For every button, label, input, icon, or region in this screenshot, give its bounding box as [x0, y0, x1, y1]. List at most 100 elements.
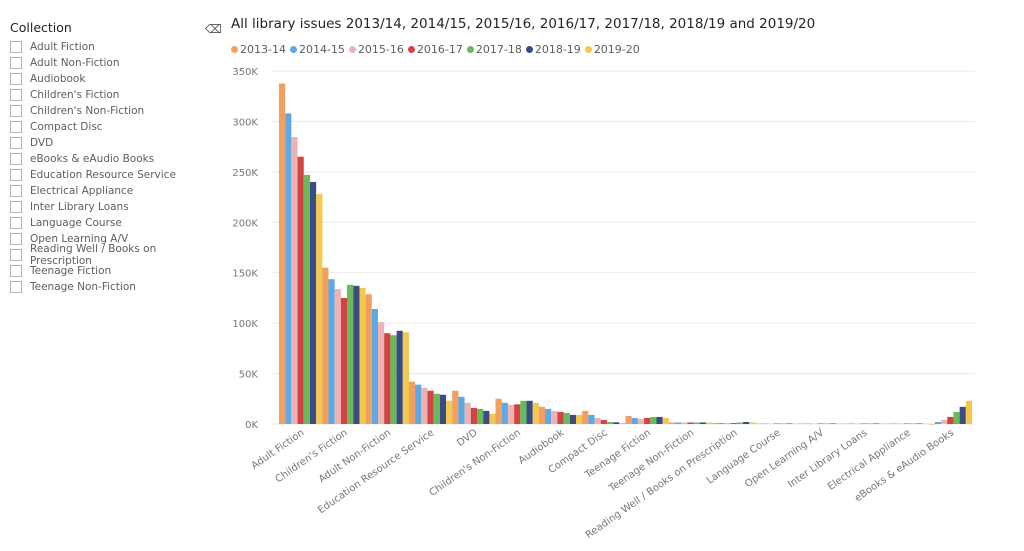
- legend-item[interactable]: 2019-20: [584, 43, 640, 56]
- slicer-item-label: Compact Disc: [30, 121, 103, 133]
- bar: [885, 423, 892, 424]
- slicer-item-label: Audiobook: [30, 73, 86, 85]
- x-tick-label: Open Learning A/V: [743, 427, 826, 490]
- bar: [483, 410, 490, 424]
- legend-item[interactable]: 2014-15: [289, 43, 345, 56]
- checkbox[interactable]: [10, 265, 22, 277]
- bar: [910, 423, 917, 424]
- bar: [947, 416, 954, 424]
- bar: [644, 417, 651, 424]
- y-tick-label: 350K: [232, 67, 258, 78]
- slicer-item[interactable]: Adult Fiction: [10, 39, 220, 55]
- legend-item[interactable]: 2018-19: [525, 43, 581, 56]
- checkbox[interactable]: [10, 105, 22, 117]
- bar: [965, 400, 973, 424]
- bar: [817, 423, 824, 424]
- checkbox[interactable]: [10, 185, 22, 197]
- bar: [848, 423, 855, 424]
- bar: [439, 394, 447, 424]
- legend-item[interactable]: 2016-17: [407, 43, 463, 56]
- slicer-item[interactable]: eBooks & eAudio Books: [10, 151, 220, 167]
- bar: [563, 412, 570, 424]
- checkbox[interactable]: [10, 89, 22, 101]
- y-tick-label: 0K: [245, 420, 258, 431]
- legend-dot-icon: [289, 46, 297, 53]
- bar: [576, 414, 583, 424]
- slicer-item-label: Teenage Fiction: [30, 265, 112, 277]
- bar: [297, 156, 304, 424]
- bar: [897, 423, 904, 424]
- slicer-item[interactable]: Audiobook: [10, 71, 220, 87]
- bar: [798, 423, 805, 424]
- legend-label: 2017-18: [475, 43, 522, 56]
- bar: [829, 423, 836, 424]
- slicer-item[interactable]: Adult Non-Fiction: [10, 55, 220, 71]
- checkbox[interactable]: [10, 121, 22, 133]
- slicer-item[interactable]: DVD: [10, 135, 220, 151]
- bar: [842, 423, 849, 424]
- bar: [340, 297, 348, 424]
- bar: [514, 404, 521, 424]
- bar: [495, 398, 502, 424]
- checkbox[interactable]: [10, 249, 22, 261]
- bar: [532, 402, 539, 424]
- slicer-item[interactable]: Open Learning A/V: [10, 231, 220, 247]
- bar: [322, 267, 329, 424]
- collection-slicer: Collection ⌫ Adult Fiction Adult Non-Fict…: [10, 20, 222, 295]
- checkbox[interactable]: [10, 201, 22, 213]
- legend-item[interactable]: 2015-16: [348, 43, 404, 56]
- bar: [934, 421, 942, 424]
- x-tick-label: Inter Library Loans: [786, 427, 869, 490]
- bar: [569, 414, 577, 424]
- bar: [427, 390, 434, 424]
- checkbox[interactable]: [10, 233, 22, 245]
- slicer-item-label: Adult Non-Fiction: [30, 57, 120, 69]
- bar: [674, 422, 682, 424]
- slicer-item[interactable]: Electrical Appliance: [10, 183, 220, 199]
- bar: [823, 423, 830, 424]
- bar: [545, 408, 552, 424]
- checkbox[interactable]: [10, 137, 22, 149]
- legend-item[interactable]: 2013-14: [231, 43, 286, 56]
- bar: [501, 402, 508, 424]
- checkbox[interactable]: [10, 217, 22, 229]
- slicer-item[interactable]: Teenage Non-Fiction: [10, 279, 220, 295]
- checkbox[interactable]: [10, 57, 22, 69]
- slicer-item[interactable]: Children's Fiction: [10, 87, 220, 103]
- bar: [786, 423, 793, 424]
- legend-dot-icon: [584, 46, 592, 53]
- bar: [724, 422, 731, 424]
- slicer-item[interactable]: Language Course: [10, 215, 220, 231]
- bar: [903, 423, 911, 424]
- slicer-item[interactable]: Inter Library Loans: [10, 199, 220, 215]
- bar: [718, 422, 725, 424]
- slicer-item[interactable]: Children's Non-Fiction: [10, 103, 220, 119]
- slicer-item[interactable]: Education Resource Service: [10, 167, 220, 183]
- slicer-item[interactable]: Teenage Fiction: [10, 263, 220, 279]
- bar: [507, 404, 515, 424]
- slicer-item[interactable]: Reading Well / Books on Prescription: [10, 243, 220, 267]
- checkbox[interactable]: [10, 169, 22, 181]
- bar: [526, 400, 533, 424]
- checkbox[interactable]: [10, 281, 22, 293]
- bar: [755, 423, 762, 424]
- checkbox[interactable]: [10, 41, 22, 53]
- slicer-item-label: DVD: [30, 137, 54, 149]
- bar: [353, 285, 360, 424]
- bar: [804, 423, 812, 424]
- checkbox[interactable]: [10, 73, 22, 85]
- bar: [470, 407, 478, 424]
- slicer-item[interactable]: Compact Disc: [10, 119, 220, 135]
- bar: [693, 422, 700, 424]
- legend-item[interactable]: 2017-18: [466, 43, 522, 56]
- bar: [835, 423, 843, 424]
- bar: [780, 423, 787, 424]
- legend-dot-icon: [466, 46, 474, 53]
- bar: [705, 422, 713, 424]
- eraser-icon[interactable]: ⌫: [205, 22, 222, 36]
- bar: [699, 422, 706, 424]
- bar: [390, 335, 397, 424]
- bar: [421, 387, 428, 424]
- checkbox[interactable]: [10, 153, 22, 165]
- bar: [334, 289, 341, 424]
